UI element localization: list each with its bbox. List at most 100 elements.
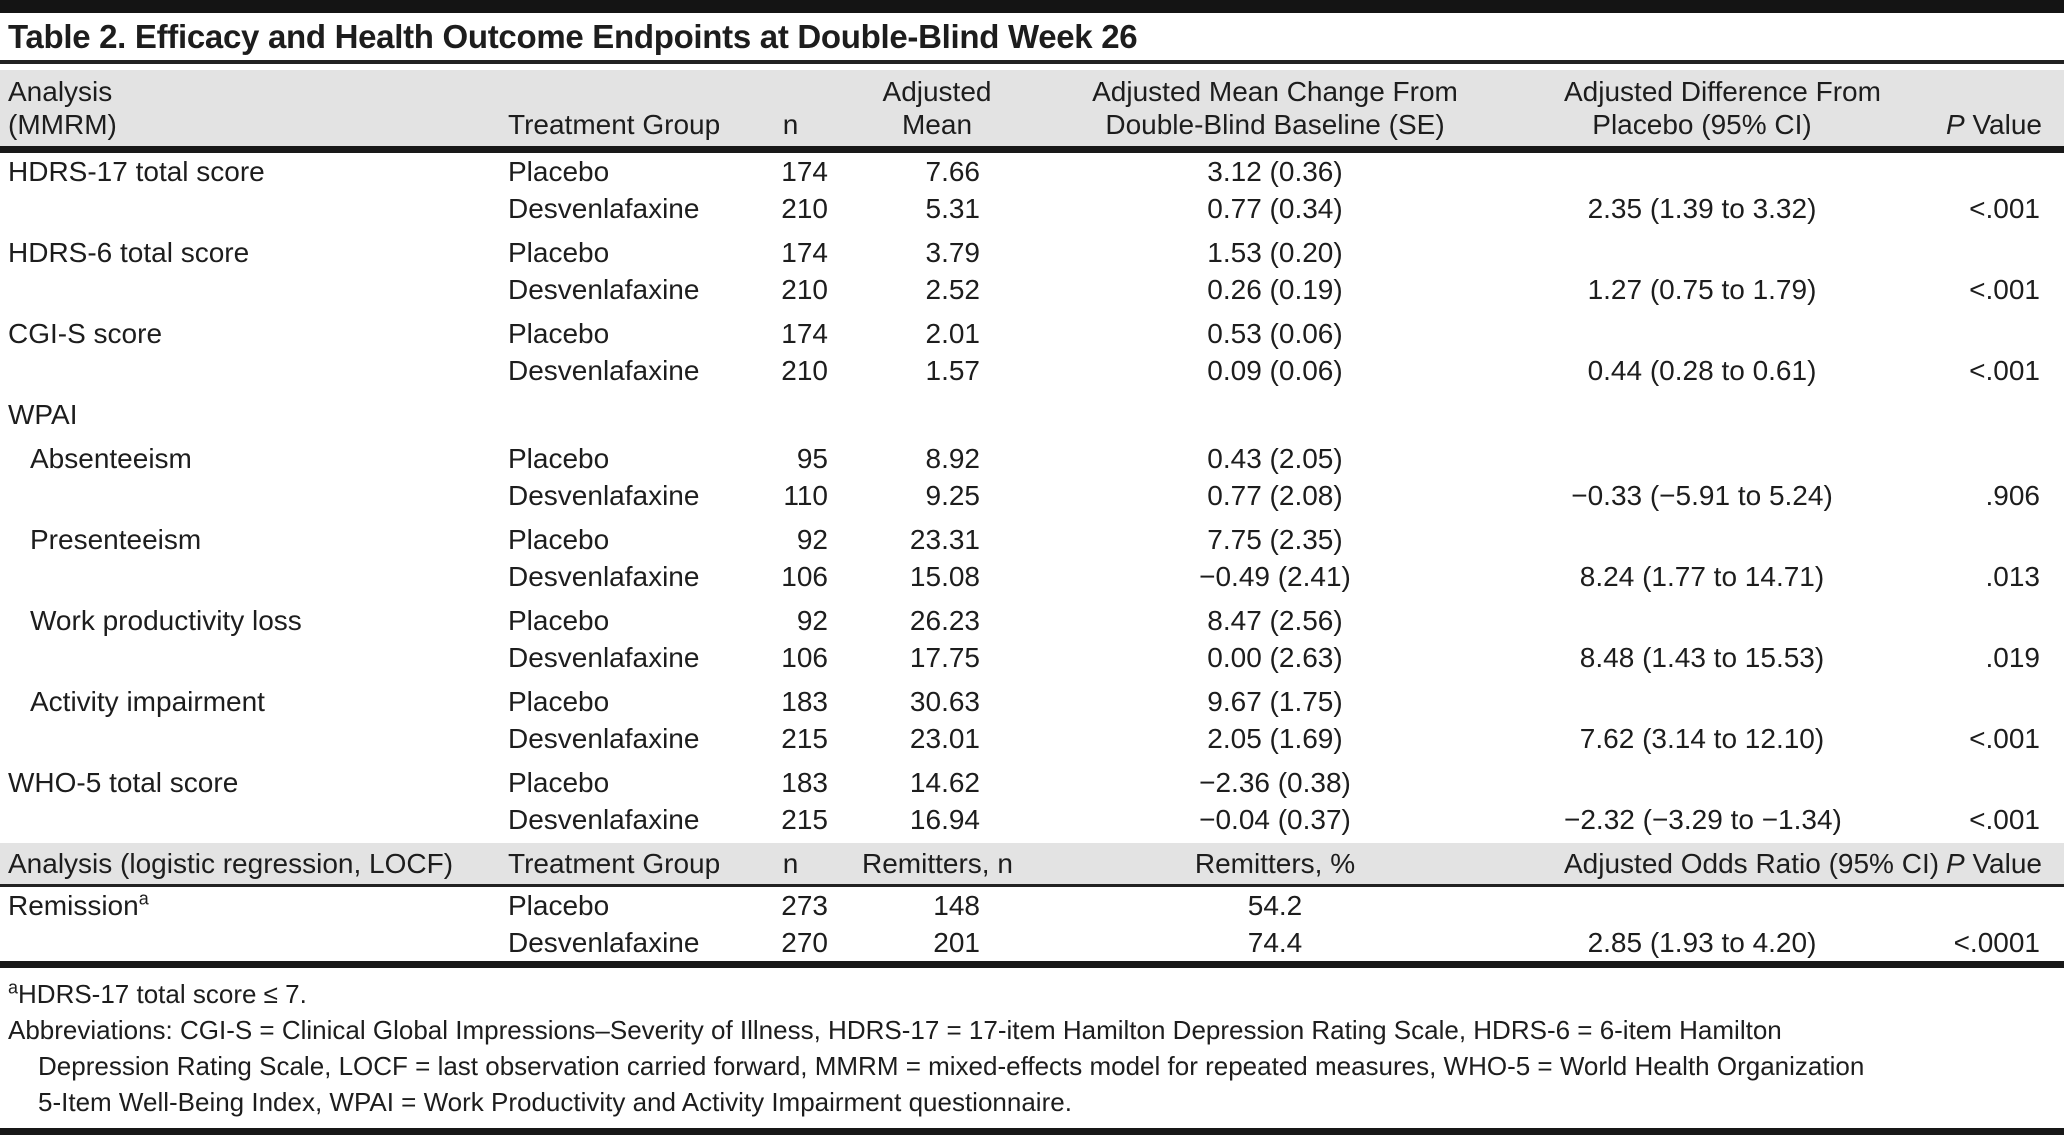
cell-adj-mean: 23.31 [909,524,980,555]
header-adjusted-odds-ratio: Adjusted Odds Ratio (95% CI) [1564,848,1940,879]
table-row: WPAI [0,396,2064,433]
top-rule-bar [0,0,2064,13]
cell-odds: 2.85 (1.93 to 4.20) [1587,927,1817,958]
cell-analysis-label: HDRS-6 total score [8,237,250,268]
cell-diff: 7.62 (3.14 to 12.10) [1579,723,1825,754]
cell-p [1840,396,2064,433]
footnotes: aHDRS-17 total score ≤ 7. Abbreviations:… [0,968,2064,1120]
cell-change: −2.36 (0.38) [1199,767,1351,798]
cell-n: 95 [796,443,828,474]
cell-n: 215 [781,804,828,835]
abbreviations-line-3: 5-Item Well-Being Index, WPAI = Work Pro… [38,1087,1072,1117]
analysis-group: HDRS-17 total score Placebo 174 7.66 3.12 (0… [0,153,2064,227]
cell-adj-mean: 26.23 [909,605,980,636]
logistic-header-row: Analysis (logistic regression, LOCF) Tre… [0,843,2064,887]
cell-adj-mean: 17.75 [909,642,980,673]
table-row: HDRS-17 total score Placebo 174 7.66 3.12 (0… [0,153,2064,190]
cell-change: 1.53 (0.20) [1207,237,1343,268]
table-row: Desvenlafaxine 215 16.94 −0.04 (0.37) −2.32 … [0,801,2064,838]
table-row: Absenteeism Placebo 95 8.92 0.43 (2.05) [0,440,2064,477]
cell-change: 0.09 (0.06) [1207,355,1343,386]
header-analysis-logistic: Analysis (logistic regression, LOCF) [8,848,454,879]
table-title-text: Table 2. Efficacy and Health Outcome End… [8,17,1138,55]
cell-p [1840,315,2064,352]
cell-diff: 8.48 (1.43 to 15.53) [1579,642,1825,673]
table-row: Desvenlafaxine 106 15.08 −0.49 (2.41) 8.24 (… [0,558,2064,595]
cell-n: 210 [781,193,828,224]
cell-p [1840,602,2064,639]
header-n: n [782,109,799,140]
cell-analysis-label [0,190,500,227]
cell-treatment: Desvenlafaxine [508,642,700,673]
cell-diff: 1.27 (0.75 to 1.79) [1587,274,1817,305]
analysis-group: Activity impairment Placebo 183 30.63 9.67 (… [0,683,2064,757]
cell-treatment: Placebo [508,524,610,555]
cell-p [1840,764,2064,801]
cell-odds [1564,887,1840,924]
cell-p: <.001 [1969,193,2040,224]
cell-analysis-label: WHO-5 total score [8,767,239,798]
header-remitters-pct: Remitters, % [1194,848,1356,879]
cell-analysis-label [0,477,500,514]
cell-analysis-label [0,352,500,389]
header-adjusted-mean: Adjusted Mean [882,76,992,140]
cell-p [1840,521,2064,558]
analysis-group: CGI-S score Placebo 174 2.01 0.53 (0.06) Desv… [0,315,2064,389]
cell-diff [1564,396,1840,433]
cell-adj-mean: 14.62 [909,767,980,798]
cell-n: 174 [781,318,828,349]
footnote-marker: a [138,888,149,909]
cell-analysis-label: Remissiona [8,888,149,921]
cell-adj-mean: 7.66 [925,156,981,187]
cell-treatment: Desvenlafaxine [508,193,700,224]
cell-diff: −2.32 (−3.29 to −1.34) [1564,804,1842,835]
cell-treatment: Placebo [508,237,610,268]
cell-analysis-label: HDRS-17 total score [8,156,265,187]
cell-change: −0.04 (0.37) [1199,804,1351,835]
cell-change: 0.43 (2.05) [1207,443,1343,474]
cell-treatment: Desvenlafaxine [508,927,700,958]
cell-change: 8.47 (2.56) [1207,605,1343,636]
cell-adj-mean: 5.31 [925,193,981,224]
cell-p [1840,683,2064,720]
cell-analysis-label: Absenteeism [30,443,192,474]
cell-change: −0.49 (2.41) [1199,561,1351,592]
cell-treatment: Placebo [508,686,610,717]
cell-change: 0.77 (2.08) [1207,480,1343,511]
cell-analysis-label [0,924,500,961]
table-row: Desvenlafaxine 210 2.52 0.26 (0.19) 1.27 (0.… [0,271,2064,308]
cell-change: 2.05 (1.69) [1207,723,1343,754]
analysis-group: Presenteeism Placebo 92 23.31 7.75 (2.35) Des… [0,521,2064,595]
table-row: Desvenlafaxine 270 201 74.4 2.85 (1.93 to 4.… [0,924,2064,961]
cell-diff [1564,315,1840,352]
cell-treatment: Placebo [508,890,610,921]
table-row: Desvenlafaxine 106 17.75 0.00 (2.63) 8.48 (1… [0,639,2064,676]
cell-diff [1564,602,1840,639]
cell-treatment: Placebo [508,156,610,187]
cell-adj-mean: 2.52 [925,274,981,305]
analysis-group: WPAI [0,396,2064,433]
cell-treatment: Placebo [508,605,610,636]
header-n-2: n [782,848,799,879]
cell-n: 106 [781,642,828,673]
mmrm-header-row: Analysis (MMRM) Treatment Group n Adjust… [0,70,2064,146]
abbreviations-line-2: Depression Rating Scale, LOCF = last obs… [38,1051,1865,1081]
cell-diff [1564,764,1840,801]
header-p-value-2: P Value [1945,848,2042,879]
cell-p [1840,887,2064,924]
footnote-a-marker: a [8,977,19,998]
cell-p: <.001 [1969,355,2040,386]
cell-analysis-label [0,558,500,595]
cell-diff [1564,440,1840,477]
cell-n: 273 [781,890,828,921]
cell-remitters-n: 148 [933,890,980,921]
cell-diff: 8.24 (1.77 to 14.71) [1579,561,1825,592]
cell-p: .013 [1985,561,2041,592]
cell-remitters-pct: 54.2 [1247,890,1303,921]
footnote-a-text: HDRS-17 total score ≤ 7. [18,979,307,1009]
cell-change: 7.75 (2.35) [1207,524,1343,555]
table-row: Desvenlafaxine 210 5.31 0.77 (0.34) 2.35 (1.… [0,190,2064,227]
cell-n: 106 [781,561,828,592]
analysis-group: Work productivity loss Placebo 92 26.23 8.47… [0,602,2064,676]
